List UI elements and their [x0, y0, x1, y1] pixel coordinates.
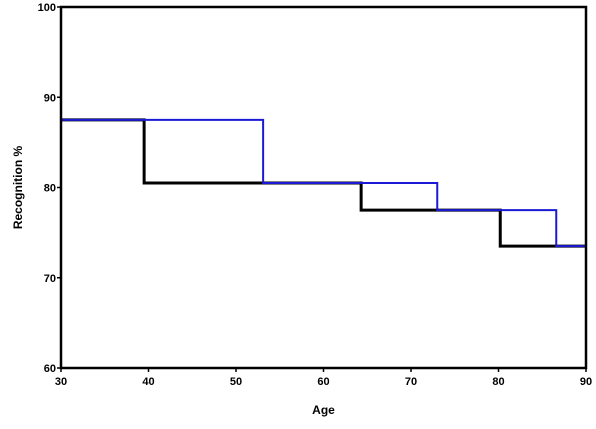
y-tick-label: 60	[44, 363, 56, 375]
series-2-step-line	[61, 118, 586, 248]
y-tick-label: 70	[44, 273, 56, 285]
y-tick-label: 100	[38, 2, 56, 14]
x-axis-ticks: 30 40 50 60 70 80 90	[55, 368, 592, 388]
y-tick-label: 90	[44, 92, 56, 104]
x-tick-label: 30	[55, 376, 67, 388]
series-1-step-line	[61, 118, 586, 248]
x-tick-label: 70	[405, 376, 417, 388]
plot-area-frame	[59, 5, 588, 370]
x-tick-label: 90	[580, 376, 592, 388]
x-tick-label: 60	[317, 376, 329, 388]
x-tick-label: 50	[230, 376, 242, 388]
y-tick-label: 80	[44, 183, 56, 195]
x-tick-label: 80	[492, 376, 504, 388]
x-axis-title: Age	[312, 403, 335, 417]
y-axis-ticks: 60 70 80 90 100	[38, 2, 61, 375]
x-tick-label: 40	[142, 376, 154, 388]
series-layer	[61, 118, 586, 248]
y-axis-title: Recognition %	[11, 146, 25, 230]
